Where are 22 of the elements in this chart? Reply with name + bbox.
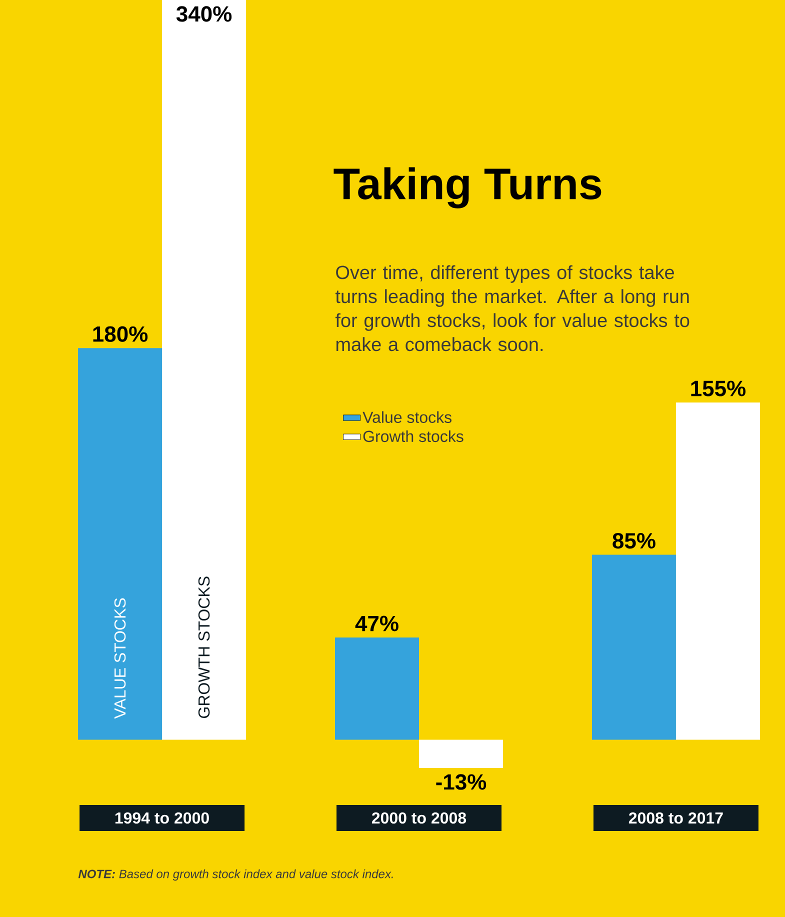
text: Over time, different types of stocks take turns leading the market. After a long run for growth stocks, look for value stocks to make a comeback soon.	[335, 265, 690, 352]
text: NOTE: Based on growth stock index and value stock index.	[78, 869, 393, 881]
bar	[592, 554, 676, 740]
x-tick-label: 2008 to 2017	[628, 812, 723, 824]
data-label: 180%	[93, 326, 148, 342]
bar	[335, 637, 420, 740]
text: Taking Turns	[334, 167, 602, 208]
annotation: VALUE STOCKS	[114, 598, 126, 719]
x-tick-label: 1994 to 2000	[115, 812, 209, 824]
data-label: -13%	[436, 774, 486, 790]
data-label: 155%	[691, 380, 746, 396]
x-tick-label: 2000 to 2008	[372, 812, 466, 824]
bar	[676, 402, 760, 740]
bar	[162, 0, 246, 740]
legend-label: Value stocks	[362, 411, 452, 423]
bar	[78, 348, 162, 740]
data-label: 85%	[612, 532, 656, 549]
legend-label: Growth stocks	[363, 430, 464, 442]
data-label: 340%	[176, 6, 232, 22]
annotation: GROWTH STOCKS	[198, 576, 210, 718]
bar	[419, 740, 504, 768]
data-label: 47%	[355, 616, 398, 632]
